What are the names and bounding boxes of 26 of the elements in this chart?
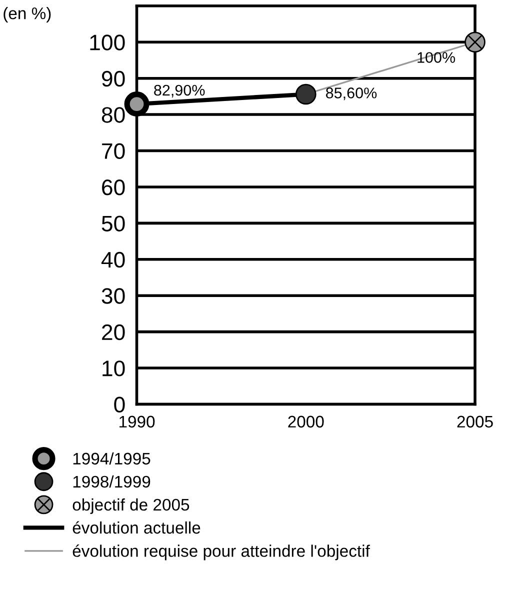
y-tick-label: 50 <box>102 216 125 232</box>
y-tick-label: 10 <box>102 360 125 376</box>
x-tick-label: 2005 <box>457 416 493 428</box>
point <box>295 84 316 105</box>
y-tick-label: 30 <box>102 288 125 304</box>
y-tick-label: 100 <box>90 34 125 50</box>
data-label: 85,60% <box>326 88 377 100</box>
data-label: 82,90% <box>154 84 205 98</box>
y-tick-label: 0 <box>114 396 125 413</box>
legend-label: 1994/1995 <box>73 452 150 465</box>
legend-label: objectif de 2005 <box>72 498 190 514</box>
y-tick-label: 70 <box>102 143 125 160</box>
point <box>124 92 150 117</box>
y-tick-label: 60 <box>102 180 125 196</box>
point <box>464 32 486 53</box>
legend-label: évolution actuelle <box>72 521 200 534</box>
data-label: 100% <box>418 52 456 63</box>
y-tick-label: 40 <box>101 252 125 268</box>
y-tick-label: 80 <box>102 107 125 123</box>
x-tick-label: 1990 <box>120 416 155 428</box>
legend-label: évolution requise pour atteindre l'objectif <box>72 544 370 560</box>
y-axis-title: (en %) <box>4 7 51 23</box>
legend-label: 1998/1999 <box>73 475 150 488</box>
y-tick-label: 20 <box>102 324 125 340</box>
x-tick-label: 2000 <box>288 416 324 428</box>
y-tick-label: 90 <box>102 70 125 87</box>
